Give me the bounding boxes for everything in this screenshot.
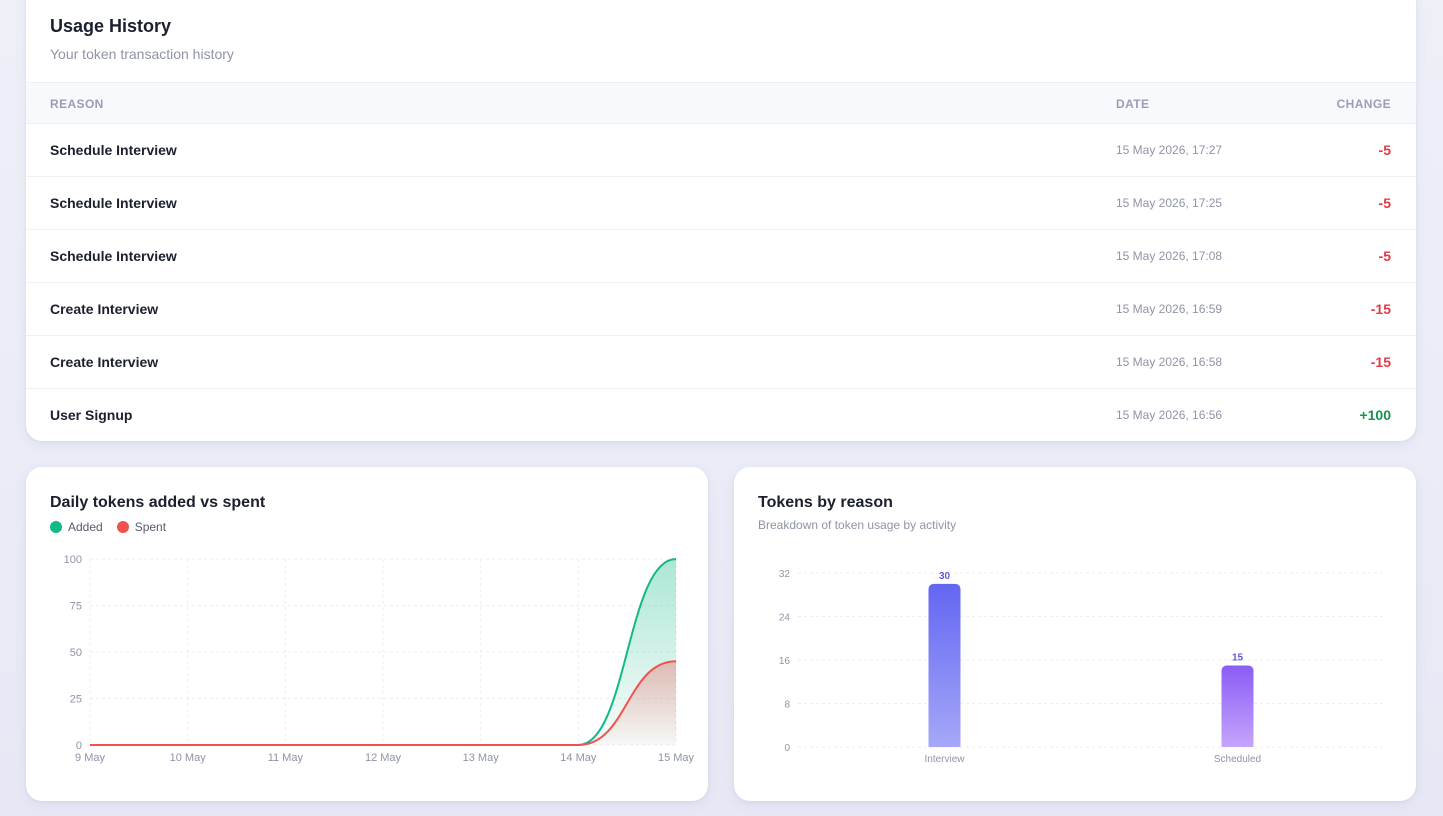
bar-chart-title: Tokens by reason bbox=[758, 494, 893, 511]
row-date: 15 May 2026, 16:58 bbox=[1116, 355, 1223, 369]
legend-dot-spent bbox=[116, 521, 129, 533]
table-row[interactable]: User Signup 15 May 2026, 16:56 +100 bbox=[26, 389, 1416, 441]
y-tick-label: 50 bbox=[70, 647, 82, 659]
x-tick-label: 13 May bbox=[463, 752, 500, 764]
x-tick-label: Interview bbox=[924, 754, 965, 765]
row-reason: Create Interview bbox=[50, 301, 159, 317]
y-tick-label: 100 bbox=[64, 554, 82, 566]
usage-history-header: Usage History Your token transaction his… bbox=[26, 0, 1416, 82]
daily-tokens-chart-card: Daily tokens added vs spent Added Spent … bbox=[26, 467, 708, 801]
row-change: -5 bbox=[1378, 142, 1391, 158]
table-body: Schedule Interview 15 May 2026, 17:27 -5 Sc… bbox=[26, 124, 1416, 441]
column-header-reason[interactable]: REASON bbox=[50, 97, 104, 111]
table-row[interactable]: Create Interview 15 May 2026, 16:58 -15 bbox=[26, 336, 1416, 389]
row-reason: Schedule Interview bbox=[50, 142, 177, 158]
usage-history-subtitle: Your token transaction history bbox=[50, 46, 234, 62]
x-tick-label: 12 May bbox=[365, 752, 402, 764]
table-row[interactable]: Create Interview 15 May 2026, 16:59 -15 bbox=[26, 283, 1416, 336]
y-tick-label: 24 bbox=[779, 613, 791, 624]
bar-value-label: 30 bbox=[939, 571, 951, 582]
row-date: 15 May 2026, 17:25 bbox=[1116, 196, 1223, 210]
y-tick-label: 75 bbox=[70, 601, 82, 613]
row-date: 15 May 2026, 17:27 bbox=[1116, 143, 1223, 157]
row-change: -15 bbox=[1370, 354, 1391, 370]
row-change: -5 bbox=[1378, 195, 1391, 211]
y-tick-label: 32 bbox=[779, 569, 791, 580]
legend-dot-added bbox=[50, 521, 62, 533]
line-chart-plot: 0 25 50 75 100 9 May 10 May 11 May 12 May 13 May 1… bbox=[64, 554, 695, 764]
legend-item-added[interactable]: Added bbox=[50, 520, 103, 534]
row-date: 15 May 2026, 16:56 bbox=[1116, 408, 1223, 422]
bar-value-label: 15 bbox=[1232, 652, 1244, 663]
row-reason: Schedule Interview bbox=[50, 248, 177, 264]
row-reason: Schedule Interview bbox=[50, 195, 177, 211]
column-header-date[interactable]: DATE bbox=[1116, 97, 1150, 111]
row-change: -5 bbox=[1378, 248, 1391, 264]
series-area-spent bbox=[90, 661, 676, 745]
legend-item-spent[interactable]: Spent bbox=[116, 520, 167, 534]
legend-label-spent: Spent bbox=[134, 520, 167, 534]
table-row[interactable]: Schedule Interview 15 May 2026, 17:08 -5 bbox=[26, 230, 1416, 283]
row-change: -15 bbox=[1370, 301, 1391, 317]
y-tick-label: 16 bbox=[779, 656, 791, 667]
line-chart-title: Daily tokens added vs spent bbox=[50, 494, 266, 511]
x-tick-label: 10 May bbox=[170, 752, 207, 764]
tokens-by-reason-card: Tokens by reason Breakdown of token usag… bbox=[734, 467, 1416, 801]
table-header: REASON DATE CHANGE bbox=[26, 82, 1416, 124]
series-line-spent bbox=[90, 660, 677, 746]
table-row[interactable]: Schedule Interview 15 May 2026, 17:25 -5 bbox=[26, 177, 1416, 230]
bar-scheduled bbox=[1221, 665, 1254, 747]
chart-legend: Added Spent bbox=[50, 520, 166, 534]
legend-label-added: Added bbox=[68, 520, 103, 534]
row-date: 15 May 2026, 16:59 bbox=[1116, 302, 1223, 316]
y-tick-label: 0 bbox=[784, 743, 790, 754]
x-tick-label: 11 May bbox=[268, 752, 304, 764]
column-header-change[interactable]: CHANGE bbox=[1336, 97, 1391, 111]
x-tick-label: Scheduled bbox=[1214, 754, 1261, 765]
table-row[interactable]: Schedule Interview 15 May 2026, 17:27 -5 bbox=[26, 124, 1416, 177]
row-change: +100 bbox=[1359, 407, 1391, 423]
row-reason: Create Interview bbox=[50, 354, 159, 370]
y-tick-label: 25 bbox=[70, 694, 82, 706]
x-tick-label: 9 May bbox=[75, 752, 105, 764]
bar-interview bbox=[928, 583, 961, 747]
x-tick-label: 14 May bbox=[560, 752, 597, 764]
bar-chart-plot: 0 8 16 24 32 30 Interview 15 Scheduled bbox=[779, 569, 1384, 765]
usage-history-title: Usage History bbox=[50, 16, 172, 36]
usage-history-card: Usage History Your token transaction his… bbox=[26, 0, 1416, 441]
bar-chart-subtitle: Breakdown of token usage by activity bbox=[758, 518, 957, 532]
y-tick-label: 8 bbox=[784, 700, 790, 711]
y-tick-label: 0 bbox=[76, 740, 82, 752]
x-tick-label: 15 May bbox=[658, 752, 695, 764]
row-reason: User Signup bbox=[50, 407, 133, 423]
row-date: 15 May 2026, 17:08 bbox=[1116, 249, 1223, 263]
